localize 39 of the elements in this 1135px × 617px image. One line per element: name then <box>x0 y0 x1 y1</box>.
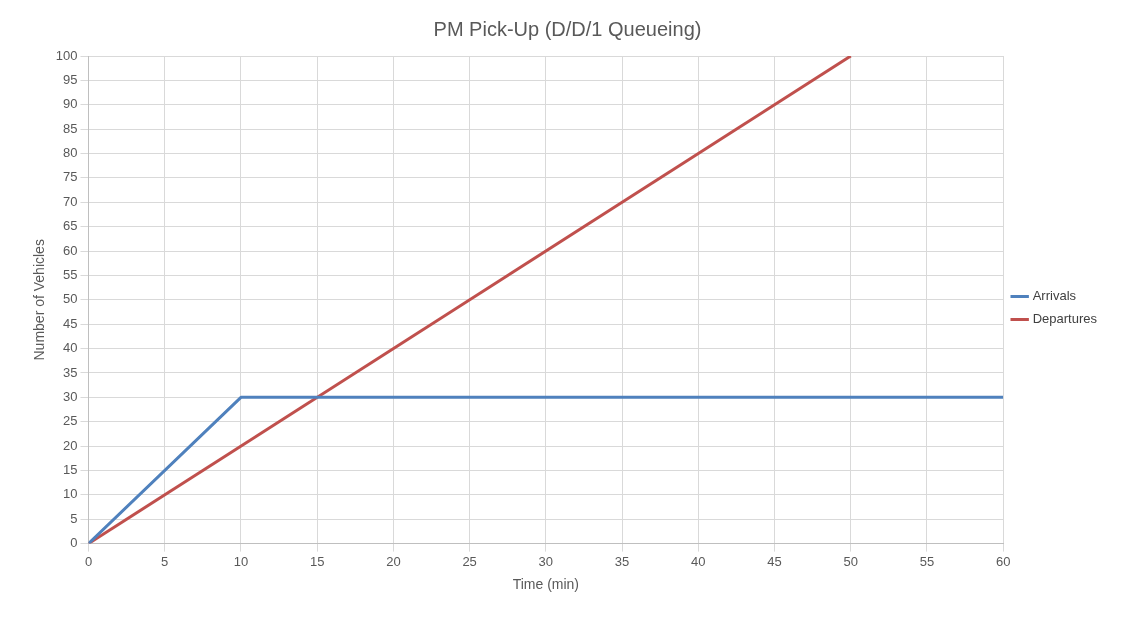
x-tick-label: 40 <box>691 553 706 569</box>
y-tick-label: 35 <box>63 364 78 380</box>
legend-label: Departures <box>1032 311 1098 327</box>
y-tick-label: 20 <box>63 437 78 453</box>
y-axis-title: Number of Vehicles <box>31 239 48 361</box>
y-tick-label: 55 <box>63 267 78 282</box>
y-tick-label: 25 <box>63 413 78 429</box>
y-tick-label: 85 <box>63 120 78 136</box>
x-tick-label: 50 <box>843 553 858 569</box>
x-tick-label: 25 <box>462 553 477 569</box>
y-tick-label: 30 <box>63 388 78 404</box>
y-tick-label: 15 <box>63 462 78 478</box>
x-tick-label: 15 <box>309 553 325 569</box>
x-tick-label: 0 <box>84 553 93 569</box>
x-tick-label: 60 <box>995 553 1011 569</box>
y-tick-label: 60 <box>63 242 78 258</box>
y-tick-label: 45 <box>63 315 78 331</box>
y-tick-label: 0 <box>70 535 78 551</box>
x-tick-label: 20 <box>386 553 401 569</box>
y-tick-label: 40 <box>63 340 78 356</box>
legend-label: Arrivals <box>1032 288 1077 304</box>
x-tick-label: 45 <box>767 553 782 569</box>
chart-title: PM Pick-Up (D/D/1 Queueing) <box>433 17 702 40</box>
y-tick-label: 70 <box>63 193 78 209</box>
y-tick-label: 80 <box>63 145 78 161</box>
y-tick-label: 90 <box>63 96 78 112</box>
y-tick-label: 65 <box>63 218 78 234</box>
x-tick-label: 55 <box>919 553 935 569</box>
x-axis-title: Time (min) <box>512 576 580 593</box>
y-tick-label: 95 <box>63 71 78 87</box>
x-tick-label: 10 <box>233 553 249 569</box>
y-tick-label: 50 <box>63 291 78 307</box>
y-tick-label: 100 <box>55 47 78 63</box>
y-tick-label: 5 <box>70 510 78 526</box>
y-tick-label: 10 <box>63 486 78 502</box>
x-tick-label: 30 <box>538 553 554 569</box>
y-tick-label: 75 <box>63 169 78 185</box>
x-tick-label: 35 <box>614 553 630 569</box>
x-tick-label: 5 <box>161 553 169 569</box>
